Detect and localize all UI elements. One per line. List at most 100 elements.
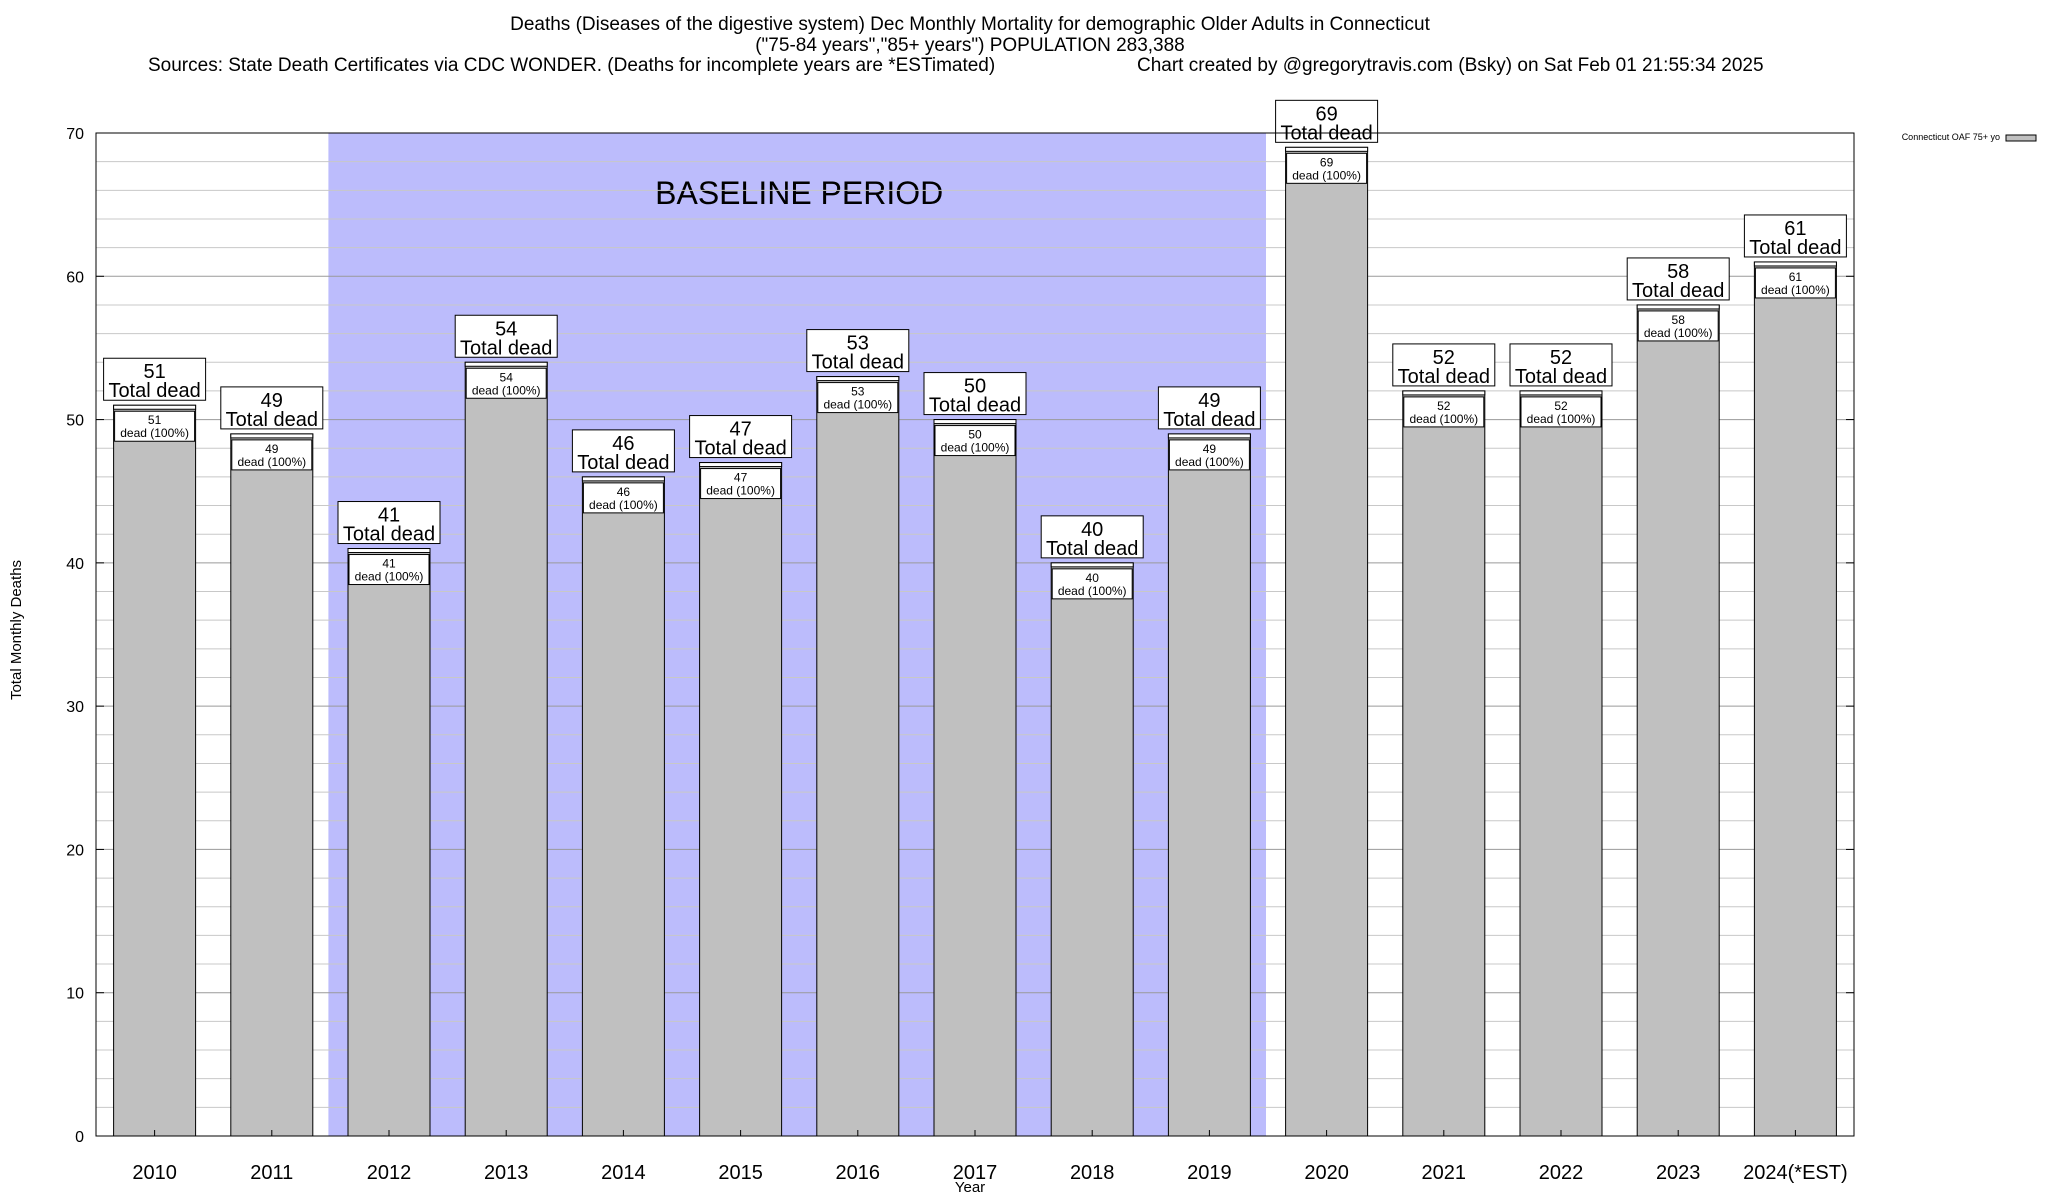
inner-label-text: dead (100%) — [472, 383, 541, 397]
inner-label-value: 47 — [734, 471, 748, 485]
x-tick-label: 2020 — [1304, 1162, 1349, 1184]
total-label-box — [1626, 257, 1730, 301]
total-label-value: 53 — [847, 333, 869, 355]
total-label-value: 52 — [1433, 347, 1455, 369]
total-label-text: Total dead — [1515, 366, 1607, 388]
bar-cap — [1636, 304, 1720, 310]
total-label-text: Total dead — [1749, 237, 1841, 259]
inner-label-text: dead (100%) — [120, 426, 189, 440]
chart-credit: Chart created by @gregorytravis.com (Bsk… — [1137, 55, 1764, 76]
inner-label-value: 58 — [1672, 313, 1686, 327]
total-label-text: Total dead — [460, 337, 552, 359]
inner-label-value: 53 — [851, 385, 865, 399]
inner-label-box — [1520, 396, 1602, 428]
bar-cap — [1167, 433, 1251, 439]
bar-2021 — [1402, 390, 1486, 1137]
bar-2010 — [113, 404, 197, 1137]
inner-label-value: 50 — [968, 428, 982, 442]
inner-label-text: dead (100%) — [355, 570, 424, 584]
chart-title: Deaths (Diseases of the digestive system… — [510, 14, 1430, 35]
inner-label-value: 51 — [148, 413, 162, 427]
axes-layer: 2010 2011 2012 2013 2014 2015 2016 2017 2018 2019… — [66, 126, 1855, 1184]
total-label-value: 54 — [495, 318, 517, 340]
x-tick-label: 2019 — [1187, 1162, 1232, 1184]
bar-2016 — [816, 376, 900, 1137]
inner-label-text: dead (100%) — [1058, 584, 1127, 598]
bar-2011 — [230, 433, 314, 1137]
total-label-box — [689, 415, 793, 459]
inner-label-box — [231, 439, 313, 471]
inner-label-value: 40 — [1086, 571, 1100, 585]
y-tick-label: 40 — [66, 556, 84, 573]
total-label-box — [806, 329, 910, 373]
x-tick-label: 2022 — [1539, 1162, 1584, 1184]
total-label-box — [103, 357, 207, 401]
bar-2013 — [464, 361, 548, 1137]
inner-label-value: 46 — [617, 485, 631, 499]
plot-frame — [95, 132, 1855, 1137]
total-label-value: 61 — [1784, 218, 1806, 240]
chart-sources: Sources: State Death Certificates via CD… — [148, 55, 996, 76]
bar-2015 — [699, 462, 783, 1137]
x-tick-label: 2011 — [250, 1162, 293, 1184]
inner-label-text: dead (100%) — [823, 398, 892, 412]
x-tick-label: 2016 — [836, 1162, 881, 1184]
inner-label-text: dead (100%) — [1761, 283, 1830, 297]
total-label-value: 47 — [729, 419, 751, 441]
inner-label-box — [465, 367, 547, 399]
inner-label-box — [1051, 568, 1133, 600]
x-tick-label: 2021 — [1422, 1162, 1467, 1184]
inner-label-box — [582, 482, 664, 514]
y-tick-label: 20 — [66, 842, 84, 859]
inner-label-value: 52 — [1437, 399, 1451, 413]
total-label-box — [1275, 99, 1379, 143]
bar-2020 — [1285, 146, 1369, 1137]
inner-label-box — [700, 468, 782, 500]
total-label-value: 50 — [964, 376, 986, 398]
total-label-text: Total dead — [812, 352, 904, 374]
bar-2017 — [933, 419, 1017, 1137]
total-label-box — [1157, 386, 1261, 430]
bar-cap — [581, 476, 665, 482]
bar-cap — [347, 548, 431, 554]
total-label-text: Total dead — [226, 409, 318, 431]
x-tick-label: 2024(*EST) — [1743, 1162, 1848, 1184]
inner-label-box — [934, 425, 1016, 457]
total-label-text: Total dead — [1163, 409, 1255, 431]
inner-label-value: 41 — [382, 557, 396, 571]
x-tick-label: 2014 — [601, 1162, 646, 1184]
bar-cap — [699, 462, 783, 468]
inner-label-value: 54 — [500, 370, 514, 384]
total-label-box — [923, 372, 1027, 416]
bar-cap — [1050, 562, 1134, 568]
legend: Connecticut OAF 75+ yo — [1902, 132, 2037, 142]
x-tick-label: 2012 — [367, 1162, 412, 1184]
total-label-value: 41 — [378, 505, 400, 527]
inner-label-text: dead (100%) — [706, 484, 775, 498]
bar-2019 — [1167, 433, 1251, 1137]
total-label-value: 49 — [261, 390, 283, 412]
inner-label-box — [114, 410, 196, 442]
total-label-value: 69 — [1315, 103, 1337, 125]
inner-label-box — [1754, 267, 1836, 299]
inner-label-text: dead (100%) — [1175, 455, 1244, 469]
x-tick-label: 2010 — [132, 1162, 177, 1184]
inner-label-value: 61 — [1789, 270, 1803, 284]
x-tick-label: 2023 — [1656, 1162, 1701, 1184]
total-label-box — [220, 386, 324, 430]
bar-2012 — [347, 548, 431, 1137]
x-tick-label: 2018 — [1070, 1162, 1115, 1184]
total-label-text: Total dead — [577, 452, 669, 474]
inner-label-value: 69 — [1320, 155, 1334, 169]
bar-2022 — [1519, 390, 1603, 1137]
total-label-text: Total dead — [1398, 366, 1490, 388]
inner-label-box — [1286, 152, 1368, 184]
bar-cap — [113, 404, 197, 410]
x-axis-label: Year — [955, 1179, 985, 1196]
inner-label-value: 49 — [265, 442, 279, 456]
inner-label-text: dead (100%) — [589, 498, 658, 512]
inner-label-text: dead (100%) — [1409, 412, 1478, 426]
x-tick-label: 2015 — [718, 1162, 763, 1184]
